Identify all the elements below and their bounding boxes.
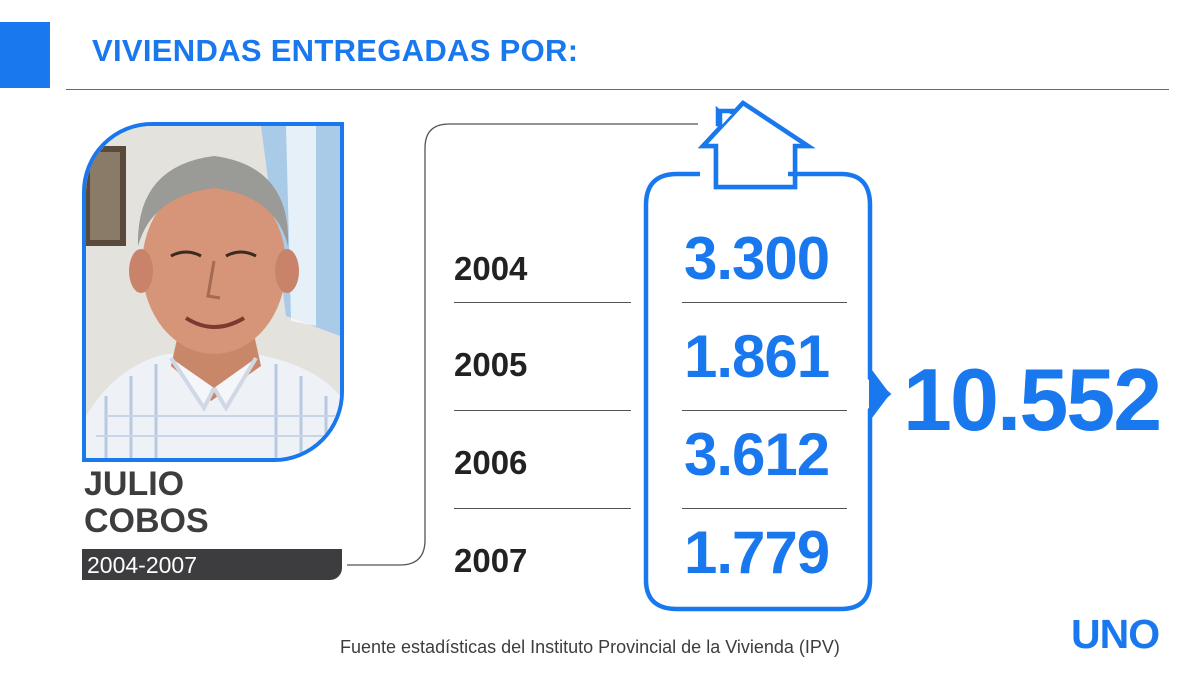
last-name: COBOS: [84, 502, 209, 540]
accent-block: [0, 22, 50, 88]
row-divider: [454, 302, 631, 303]
source-note: Fuente estadísticas del Instituto Provin…: [340, 637, 840, 657]
portrait-photo: [82, 122, 344, 462]
brand-logo: UNO: [1071, 611, 1160, 657]
page-title: VIVIENDAS ENTREGADAS POR:: [92, 33, 579, 68]
period-bar: 2004-2007: [82, 549, 342, 580]
person-name: JULIO COBOS: [84, 466, 209, 540]
value-divider: [682, 302, 847, 303]
values-box: [643, 171, 892, 612]
total-value: 10.552: [903, 350, 1162, 449]
first-name: JULIO: [84, 465, 185, 503]
row-divider: [454, 410, 631, 411]
value-label: 3.300: [684, 225, 830, 292]
value-label: 1.861: [684, 323, 830, 390]
value-label: 1.779: [684, 519, 830, 586]
value-divider: [682, 410, 847, 411]
year-label: 2007: [454, 542, 528, 579]
title-divider: [66, 89, 1169, 90]
year-label: 2004: [454, 250, 528, 287]
year-label: 2005: [454, 346, 528, 383]
arrow-right-icon: [869, 366, 890, 422]
house-icon: [697, 100, 816, 190]
period-text: 2004-2007: [87, 552, 197, 578]
year-label: 2006: [454, 444, 528, 481]
row-divider: [454, 508, 631, 509]
value-divider: [682, 508, 847, 509]
value-label: 3.612: [684, 421, 830, 488]
